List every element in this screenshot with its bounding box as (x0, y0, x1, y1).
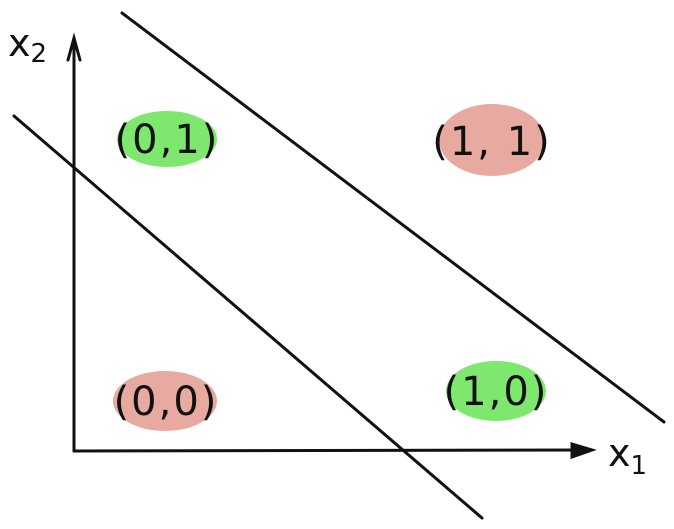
point-highlights (113, 104, 546, 431)
point-label-0-1: (0,1) (115, 117, 220, 163)
y-axis-arrowhead (66, 32, 82, 62)
decision-boundaries (12, 11, 666, 520)
y-axis-subscript: 2 (31, 39, 48, 69)
x-axis-letter: x (608, 431, 631, 475)
point-label-1-1: (1, 1) (432, 119, 552, 165)
y-axis-label: x2 (8, 21, 47, 69)
x-axis-subscript: 1 (631, 451, 648, 481)
lower-boundary-line (12, 114, 484, 520)
axes (66, 32, 597, 460)
point-label-0-0: (0,0) (114, 379, 219, 425)
point-label-1-0: (1,0) (444, 369, 549, 415)
y-axis-letter: x (8, 21, 31, 65)
x-axis-line (72, 448, 590, 453)
highlight-1-0 (446, 361, 546, 421)
x-axis-arrowhead (570, 441, 597, 460)
highlight-1-1 (439, 104, 545, 176)
highlight-0-1 (117, 111, 217, 167)
x-axis-label: x1 (608, 431, 647, 481)
upper-boundary-line (120, 11, 666, 424)
highlight-0-0 (113, 371, 217, 431)
